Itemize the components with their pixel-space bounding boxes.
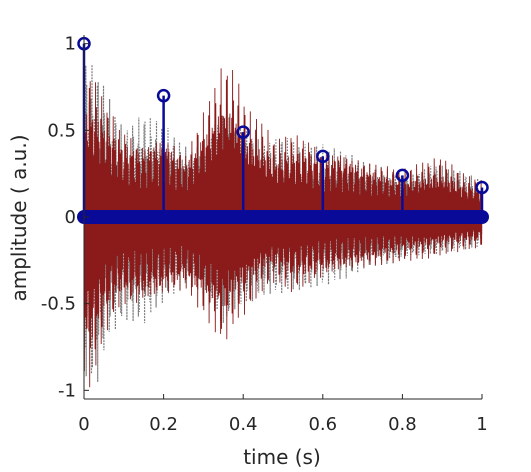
stem-marker xyxy=(236,125,250,139)
x-tick-label: 1 xyxy=(476,414,487,435)
x-tick-label: 0.4 xyxy=(229,414,258,435)
stem-marker xyxy=(316,149,330,164)
x-tick-labels: 0 0.2 0.4 0.6 0.8 1 xyxy=(78,414,487,435)
y-tick-label: 1 xyxy=(65,34,76,55)
x-tick-label: 0.8 xyxy=(388,414,417,435)
x-tick-label: 0 xyxy=(78,414,89,435)
y-tick-label: -1 xyxy=(58,380,76,401)
stem-layer xyxy=(77,36,489,224)
y-axis-label: amplitude ( a.u.) xyxy=(7,134,31,301)
x-axis-label: time (s) xyxy=(243,445,321,469)
axes xyxy=(83,35,483,400)
x-tick-label: 0.6 xyxy=(308,414,337,435)
stem-marker xyxy=(395,168,410,183)
stem-marker xyxy=(475,180,489,195)
y-tick-labels: 1 0.5 0 -0.5 -1 xyxy=(41,34,76,402)
waveform-red xyxy=(83,68,483,388)
waveform-layer xyxy=(83,64,483,388)
y-tick-label: -0.5 xyxy=(41,294,76,315)
y-tick-label: 0.5 xyxy=(47,120,76,141)
x-tick-label: 0.2 xyxy=(149,414,178,435)
y-tick-label: 0 xyxy=(65,207,76,228)
stem-marker xyxy=(156,88,171,103)
